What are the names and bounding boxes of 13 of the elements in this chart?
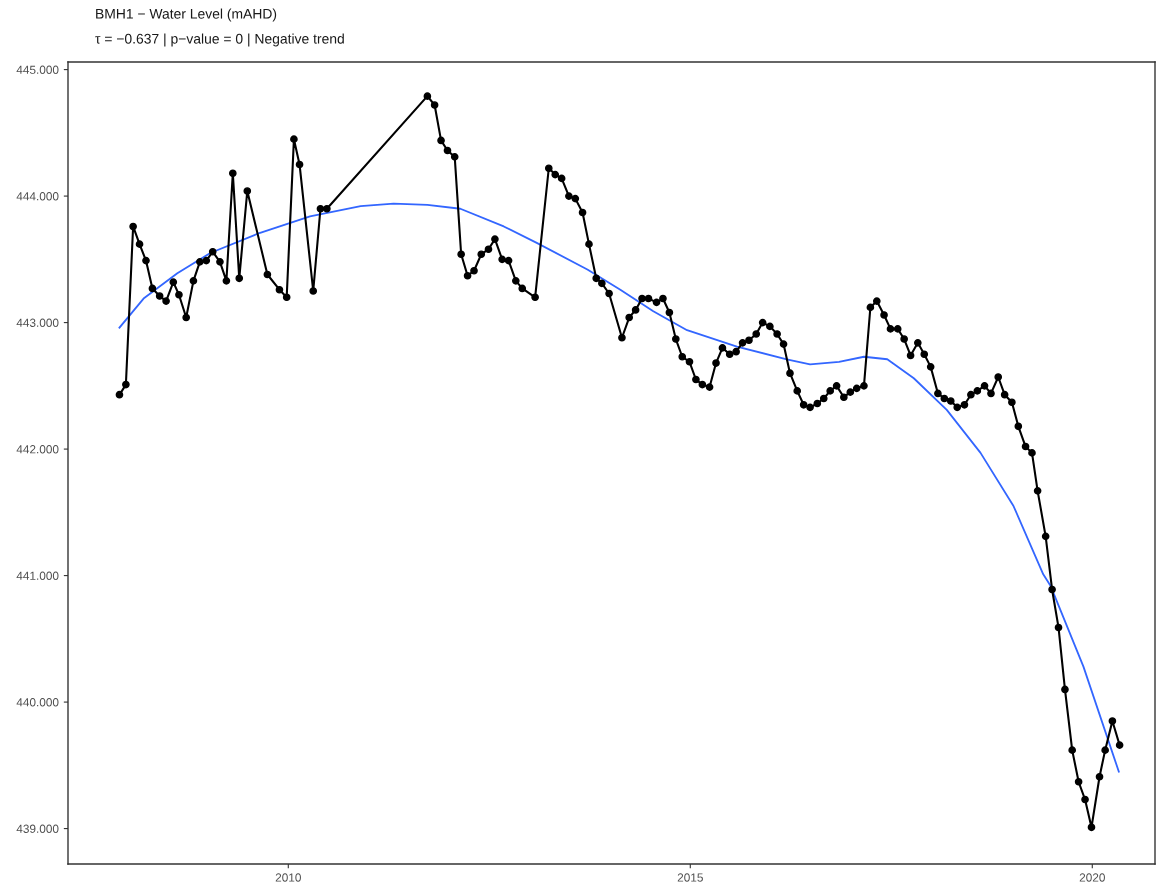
y-tick-label: 442.000 — [16, 445, 59, 454]
y-tick-label: 445.000 — [16, 65, 59, 74]
y-tick-label: 440.000 — [16, 698, 59, 707]
chart-subtitle: τ = −0.637 | p−value = 0 | Negative trend — [95, 33, 344, 47]
x-tick-label: 2015 — [677, 873, 703, 882]
line-series — [118, 202, 1120, 773]
y-tick-label: 439.000 — [16, 824, 59, 833]
y-tick-label: 443.000 — [16, 318, 59, 327]
x-tick-label: 2020 — [1079, 873, 1105, 882]
y-tick-label: 441.000 — [16, 571, 59, 580]
y-tick-label: 444.000 — [16, 192, 59, 201]
chart-title: BMH1 − Water Level (mAHD) — [96, 8, 277, 22]
x-tick-label: 2010 — [275, 873, 301, 882]
